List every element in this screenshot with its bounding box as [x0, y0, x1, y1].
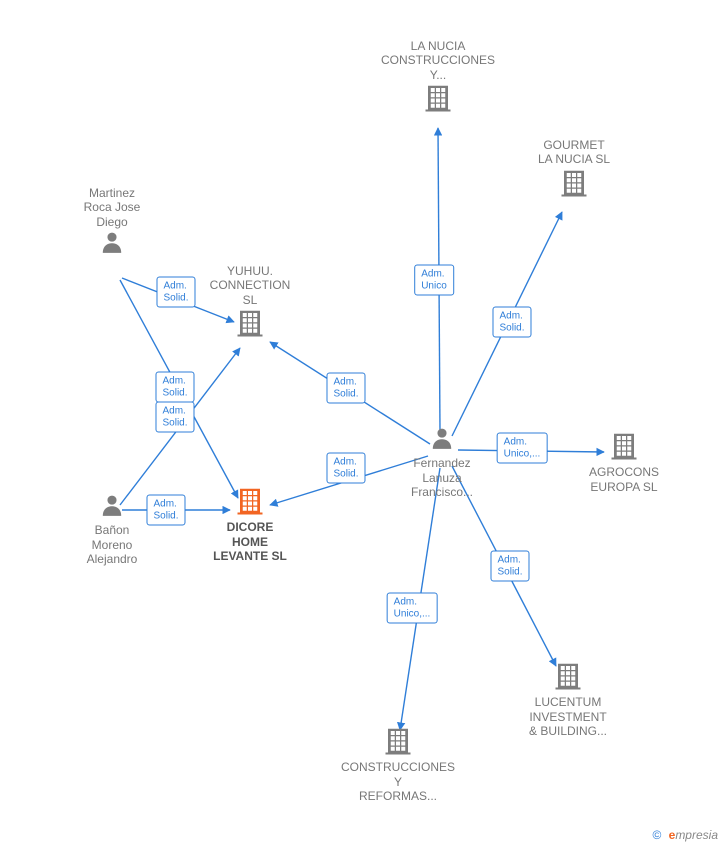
- person-icon: [99, 507, 125, 521]
- node-label: YUHUU. CONNECTION SL: [190, 264, 310, 307]
- company-node[interactable]: CONSTRUCCIONES Y REFORMAS...: [338, 725, 458, 804]
- building-icon: [553, 679, 583, 693]
- node-label: DICORE HOME LEVANTE SL: [190, 520, 310, 563]
- company-node[interactable]: YUHUU. CONNECTION SL: [190, 262, 310, 341]
- building-icon: [423, 101, 453, 115]
- edge-label: Adm. Solid.: [155, 402, 194, 433]
- node-label: Martinez Roca Jose Diego: [52, 186, 172, 229]
- person-node[interactable]: Bañon Moreno Alejandro: [52, 492, 172, 567]
- node-label: CONSTRUCCIONES Y REFORMAS...: [338, 760, 458, 803]
- company-node[interactable]: GOURMET LA NUCIA SL: [514, 136, 634, 200]
- edge-label: Adm. Solid.: [490, 551, 529, 582]
- company-node[interactable]: AGROCONS EUROPA SL: [564, 430, 684, 494]
- edge-line: [452, 212, 562, 436]
- edge-line: [438, 128, 440, 432]
- node-label: Fernandez Lanuza Francisco...: [382, 456, 502, 499]
- building-icon: [559, 186, 589, 200]
- edge-label: Adm. Solid.: [326, 453, 365, 484]
- brand-name: empresia: [669, 828, 718, 842]
- edge-label: Adm. Solid.: [492, 307, 531, 338]
- building-icon: [235, 326, 265, 340]
- node-label: Bañon Moreno Alejandro: [52, 523, 172, 566]
- footer: © empresia: [652, 828, 718, 842]
- company-node[interactable]: LUCENTUM INVESTMENT & BUILDING...: [508, 660, 628, 739]
- edge-label: Adm. Unico: [414, 265, 454, 296]
- person-node[interactable]: Fernandez Lanuza Francisco...: [382, 425, 502, 500]
- edge-label: Adm. Unico,...: [497, 433, 548, 464]
- person-icon: [99, 244, 125, 258]
- node-label: GOURMET LA NUCIA SL: [514, 138, 634, 167]
- edge-line: [120, 348, 240, 505]
- company-node[interactable]: DICORE HOME LEVANTE SL: [190, 485, 310, 564]
- company-node[interactable]: LA NUCIA CONSTRUCCIONES Y...: [378, 37, 498, 116]
- building-icon: [383, 744, 413, 758]
- edge-label: Adm. Solid.: [155, 372, 194, 403]
- node-label: AGROCONS EUROPA SL: [564, 465, 684, 494]
- person-icon: [429, 440, 455, 454]
- building-icon: [235, 504, 265, 518]
- building-icon: [609, 449, 639, 463]
- node-label: LUCENTUM INVESTMENT & BUILDING...: [508, 695, 628, 738]
- edge-label: Adm. Solid.: [326, 373, 365, 404]
- person-node[interactable]: Martinez Roca Jose Diego: [52, 184, 172, 259]
- edge-line: [400, 468, 440, 730]
- node-label: LA NUCIA CONSTRUCCIONES Y...: [378, 39, 498, 82]
- edge-label: Adm. Unico,...: [387, 593, 438, 624]
- diagram-canvas: Martinez Roca Jose Diego Bañon Moreno Al…: [0, 0, 728, 850]
- copyright-symbol: ©: [652, 828, 661, 842]
